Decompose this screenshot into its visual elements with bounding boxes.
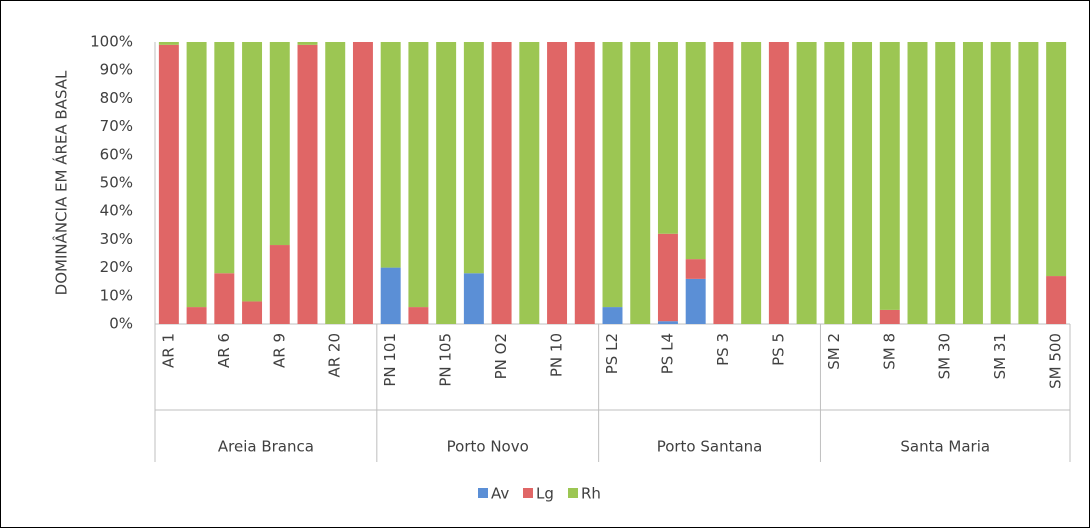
legend-label: Lg (536, 485, 554, 503)
group-label: Porto Novo (447, 438, 529, 456)
legend-label: Av (491, 485, 509, 503)
y-tick-label: 10% (100, 286, 133, 304)
bar-segment (685, 259, 706, 279)
y-tick-label: 100% (90, 33, 133, 51)
legend-swatch (568, 488, 578, 498)
bar-segment (269, 245, 290, 324)
bar-segment (657, 233, 678, 322)
bar-segment (380, 42, 401, 268)
bar-segment (380, 267, 401, 324)
x-tick-label: PN 105 (437, 333, 455, 387)
y-tick-label: 20% (100, 258, 133, 276)
x-tick-label: PN O2 (492, 333, 510, 379)
y-tick-label: 40% (100, 202, 133, 220)
bar-segment (879, 309, 900, 324)
x-tick-label: AR 9 (270, 333, 288, 368)
bar-segment (352, 42, 373, 324)
x-tick-label: AR 20 (326, 333, 344, 378)
x-tick-label: SM 8 (880, 333, 898, 370)
bar-segment (990, 42, 1011, 324)
legend-swatch (478, 488, 488, 498)
bar-segment (186, 307, 207, 324)
group-label: Santa Maria (900, 438, 990, 456)
x-tick-label: PS L2 (603, 333, 621, 374)
bar-segment (1018, 42, 1039, 324)
x-tick-label: PS 5 (769, 333, 787, 366)
bar-segment (685, 278, 706, 324)
bar-segment (907, 42, 928, 324)
bar-segment (519, 42, 540, 324)
x-tick-label: AR 6 (215, 333, 233, 368)
bar-segment (242, 301, 263, 324)
y-tick-label: 80% (100, 89, 133, 107)
x-tick-label: PN 101 (381, 333, 399, 387)
bar-segment (158, 44, 179, 324)
x-tick-label: PS L4 (658, 333, 676, 374)
bar-segment (186, 42, 207, 308)
group-label: Porto Santana (657, 438, 763, 456)
y-tick-label: 70% (100, 117, 133, 135)
bar-segment (713, 42, 734, 324)
bar-segment (269, 42, 290, 246)
bar-segment (242, 42, 263, 302)
bar-segment (879, 42, 900, 310)
x-tick-label: PN 10 (548, 333, 566, 377)
bar-segment (408, 42, 429, 308)
bar-segment (852, 42, 873, 324)
bar-segment (436, 42, 457, 324)
bar-segment (297, 42, 318, 45)
bar-segment (463, 42, 484, 274)
bar-segment (768, 42, 789, 324)
x-tick-label: AR 1 (159, 333, 177, 368)
bar-segment (325, 42, 346, 324)
x-tick-label: SM 2 (825, 333, 843, 370)
bar-segment (491, 42, 512, 324)
bar-segment (463, 273, 484, 324)
y-tick-label: 50% (100, 174, 133, 192)
y-tick-label: 90% (100, 61, 133, 79)
bar-segment (657, 42, 678, 234)
bar-segment (824, 42, 845, 324)
bar-segment (685, 42, 706, 260)
x-tick-label: PS 3 (714, 333, 732, 366)
legend-swatch (523, 488, 533, 498)
bar-segment (602, 307, 623, 324)
y-tick-label: 30% (100, 230, 133, 248)
bar-segment (574, 42, 595, 324)
y-tick-label: 0% (109, 315, 133, 333)
x-tick-label: SM 500 (1047, 333, 1065, 389)
legend-label: Rh (581, 485, 601, 503)
bar-segment (214, 273, 235, 324)
group-label: Areia Branca (218, 438, 314, 456)
y-tick-label: 60% (100, 145, 133, 163)
bar-segment (214, 42, 235, 274)
bar-segment (158, 42, 179, 45)
x-tick-label: SM 31 (991, 333, 1009, 379)
bar-segment (1046, 42, 1067, 277)
bar-segment (741, 42, 762, 324)
y-axis-label: DOMINÂNCIA EM ÁREA BASAL (52, 70, 71, 295)
bar-segment (935, 42, 956, 324)
bar-segment (962, 42, 983, 324)
bar-segment (547, 42, 568, 324)
bar-segment (297, 44, 318, 324)
bar-segment (630, 42, 651, 324)
bar-segment (796, 42, 817, 324)
bar-segment (602, 42, 623, 308)
bar-segment (1046, 276, 1067, 324)
bar-segment (408, 307, 429, 324)
bar-segment (657, 321, 678, 324)
x-tick-label: SM 30 (936, 333, 954, 379)
